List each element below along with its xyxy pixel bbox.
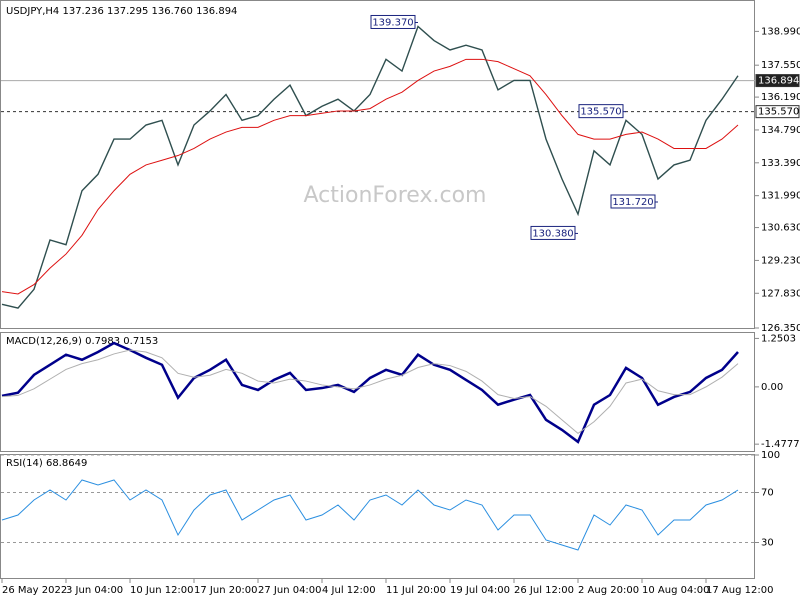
annotation-label: 131.720 [612, 197, 653, 208]
y-tick-label: 137.550 [761, 60, 800, 71]
x-tick-label: 2 Aug 20:00 [578, 585, 639, 596]
price-label: 136.894 [758, 76, 799, 87]
y-tick-label: 100 [761, 450, 780, 461]
series-line [1, 479, 739, 551]
y-tick-label: 133.390 [761, 158, 800, 169]
y-tick-label: 126.350 [761, 323, 800, 334]
main-title: USDJPY,H4 137.236 137.295 136.760 136.89… [6, 6, 237, 17]
annotation-label: 139.370 [372, 17, 413, 28]
y-tick-label: 70 [761, 488, 774, 499]
x-tick-label: 19 Jul 04:00 [450, 585, 510, 596]
rsi-panel [0, 454, 755, 579]
macd-panel [0, 332, 755, 452]
rsi-title: RSI(14) 68.8649 [6, 458, 87, 469]
y-tick-label: 30 [761, 538, 774, 549]
x-tick-label: 11 Jul 20:00 [386, 585, 446, 596]
y-tick-label: 131.990 [761, 191, 800, 202]
watermark: ActionForex.com [304, 183, 487, 208]
x-tick-label: 17 Aug 12:00 [706, 585, 773, 596]
x-tick-label: 10 Jun 12:00 [130, 585, 194, 596]
x-tick-label: 26 May 2022 [2, 585, 67, 596]
y-tick-label: 138.990 [761, 26, 800, 37]
price-label: 135.570 [758, 107, 799, 118]
y-tick-label: 136.190 [761, 92, 800, 103]
series-line [1, 58, 739, 295]
x-tick-label: 17 Jun 20:00 [194, 585, 258, 596]
series-line [1, 25, 739, 309]
macd-title: MACD(12,26,9) 0.7983 0.7153 [6, 336, 158, 347]
x-tick-label: 26 Jul 12:00 [514, 585, 574, 596]
price-label-box [755, 105, 800, 119]
y-tick-label: 1.2503 [761, 333, 796, 344]
annotation-label: 135.570 [580, 107, 621, 118]
y-tick-label: 129.230 [761, 255, 800, 266]
y-tick-label: -1.4777 [761, 439, 800, 450]
y-tick-label: 127.830 [761, 288, 800, 299]
price-label-box [755, 74, 800, 88]
series-line [1, 349, 739, 435]
annotation-label: 130.380 [532, 228, 573, 239]
main-panel [0, 0, 755, 329]
y-tick-label: 0.00 [761, 382, 783, 393]
y-tick-label: 130.630 [761, 223, 800, 234]
x-tick-label: 10 Aug 04:00 [642, 585, 709, 596]
x-tick-label: 4 Jul 12:00 [322, 585, 376, 596]
y-tick-label: 134.790 [761, 125, 800, 136]
x-tick-label: 3 Jun 04:00 [66, 585, 123, 596]
series-line [1, 341, 739, 444]
x-tick-label: 27 Jun 04:00 [258, 585, 322, 596]
